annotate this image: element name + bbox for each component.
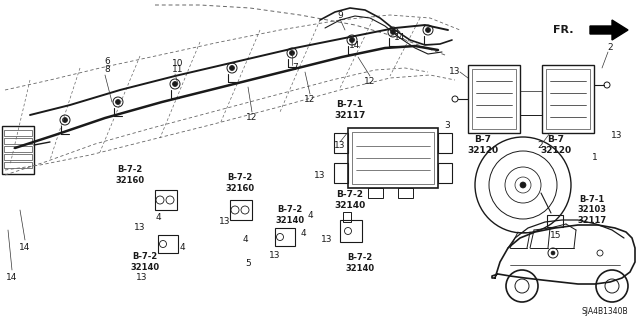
Circle shape — [520, 182, 526, 188]
Bar — [343, 212, 351, 222]
Text: 13: 13 — [314, 170, 326, 180]
Bar — [4, 146, 32, 152]
Polygon shape — [590, 20, 628, 40]
Text: 4: 4 — [155, 213, 161, 222]
Text: 10: 10 — [172, 58, 184, 68]
Circle shape — [423, 25, 433, 35]
Bar — [542, 65, 594, 133]
Text: B-7-2
32160: B-7-2 32160 — [225, 173, 255, 193]
Text: 8: 8 — [104, 65, 110, 75]
Bar — [546, 69, 590, 129]
Circle shape — [60, 115, 70, 125]
Circle shape — [426, 27, 431, 33]
Circle shape — [349, 38, 355, 42]
Text: 12: 12 — [304, 95, 316, 105]
Text: 4: 4 — [300, 228, 306, 238]
Text: 4: 4 — [242, 235, 248, 244]
Circle shape — [230, 65, 234, 70]
Text: 12: 12 — [246, 114, 258, 122]
Circle shape — [287, 48, 297, 58]
Circle shape — [115, 100, 120, 105]
Text: 4: 4 — [179, 243, 185, 253]
Bar — [158, 235, 178, 253]
Text: 13: 13 — [334, 140, 346, 150]
Text: B-7-2
32160: B-7-2 32160 — [115, 165, 145, 185]
Text: 3: 3 — [444, 122, 450, 130]
Text: B-7-2
32140: B-7-2 32140 — [131, 252, 159, 272]
Text: 13: 13 — [134, 224, 146, 233]
Bar — [438, 133, 452, 153]
Bar — [340, 220, 362, 242]
Circle shape — [63, 117, 67, 122]
Text: FR.: FR. — [554, 25, 574, 35]
Bar — [348, 128, 438, 188]
Bar — [334, 163, 348, 183]
Text: 14: 14 — [19, 243, 31, 253]
Text: 13: 13 — [269, 250, 281, 259]
Circle shape — [347, 35, 357, 45]
Text: 13: 13 — [321, 235, 333, 244]
Text: B-7-2
32140: B-7-2 32140 — [334, 190, 365, 210]
Bar — [155, 190, 177, 210]
Text: 14: 14 — [6, 273, 18, 283]
Bar — [4, 138, 32, 144]
Text: B-7-1
32103
32117: B-7-1 32103 32117 — [577, 195, 607, 225]
Bar — [2, 126, 34, 174]
Circle shape — [170, 79, 180, 89]
Text: 15: 15 — [550, 231, 562, 240]
Text: B-7-2
32140: B-7-2 32140 — [275, 205, 305, 225]
Text: 13: 13 — [449, 68, 461, 77]
Text: 14: 14 — [349, 41, 361, 50]
Bar — [4, 154, 32, 160]
Bar — [398, 188, 413, 198]
Text: SJA4B1340B: SJA4B1340B — [582, 308, 628, 316]
Bar — [472, 69, 516, 129]
Circle shape — [390, 29, 396, 34]
Circle shape — [551, 251, 555, 255]
Text: 14: 14 — [394, 33, 406, 42]
Text: 13: 13 — [611, 130, 623, 139]
Bar — [275, 228, 295, 246]
Circle shape — [388, 27, 398, 37]
Bar — [352, 132, 434, 184]
Text: B-7
32120: B-7 32120 — [467, 135, 499, 155]
Bar — [4, 162, 32, 168]
Text: 9: 9 — [337, 11, 343, 19]
Text: 12: 12 — [364, 78, 376, 86]
Text: 11: 11 — [172, 65, 184, 75]
Bar — [468, 65, 520, 133]
Text: 5: 5 — [245, 259, 251, 269]
Text: 13: 13 — [220, 218, 231, 226]
Bar — [334, 133, 348, 153]
Bar — [368, 188, 383, 198]
Text: 2: 2 — [607, 43, 613, 53]
Circle shape — [289, 50, 294, 56]
Text: 13: 13 — [136, 273, 148, 283]
Text: 2: 2 — [537, 140, 543, 150]
Text: 4: 4 — [307, 211, 313, 219]
Text: B-7-1
32117: B-7-1 32117 — [334, 100, 365, 120]
Bar — [547, 215, 563, 227]
Text: B-7-2
32140: B-7-2 32140 — [346, 253, 374, 273]
Bar — [438, 163, 452, 183]
Circle shape — [113, 97, 123, 107]
Text: 1: 1 — [592, 153, 598, 162]
Text: 6: 6 — [104, 57, 110, 66]
Text: B-7
32120: B-7 32120 — [540, 135, 572, 155]
Circle shape — [227, 63, 237, 73]
Bar — [4, 130, 32, 136]
Text: 7: 7 — [292, 63, 298, 72]
Circle shape — [173, 81, 177, 86]
Bar — [230, 200, 252, 220]
